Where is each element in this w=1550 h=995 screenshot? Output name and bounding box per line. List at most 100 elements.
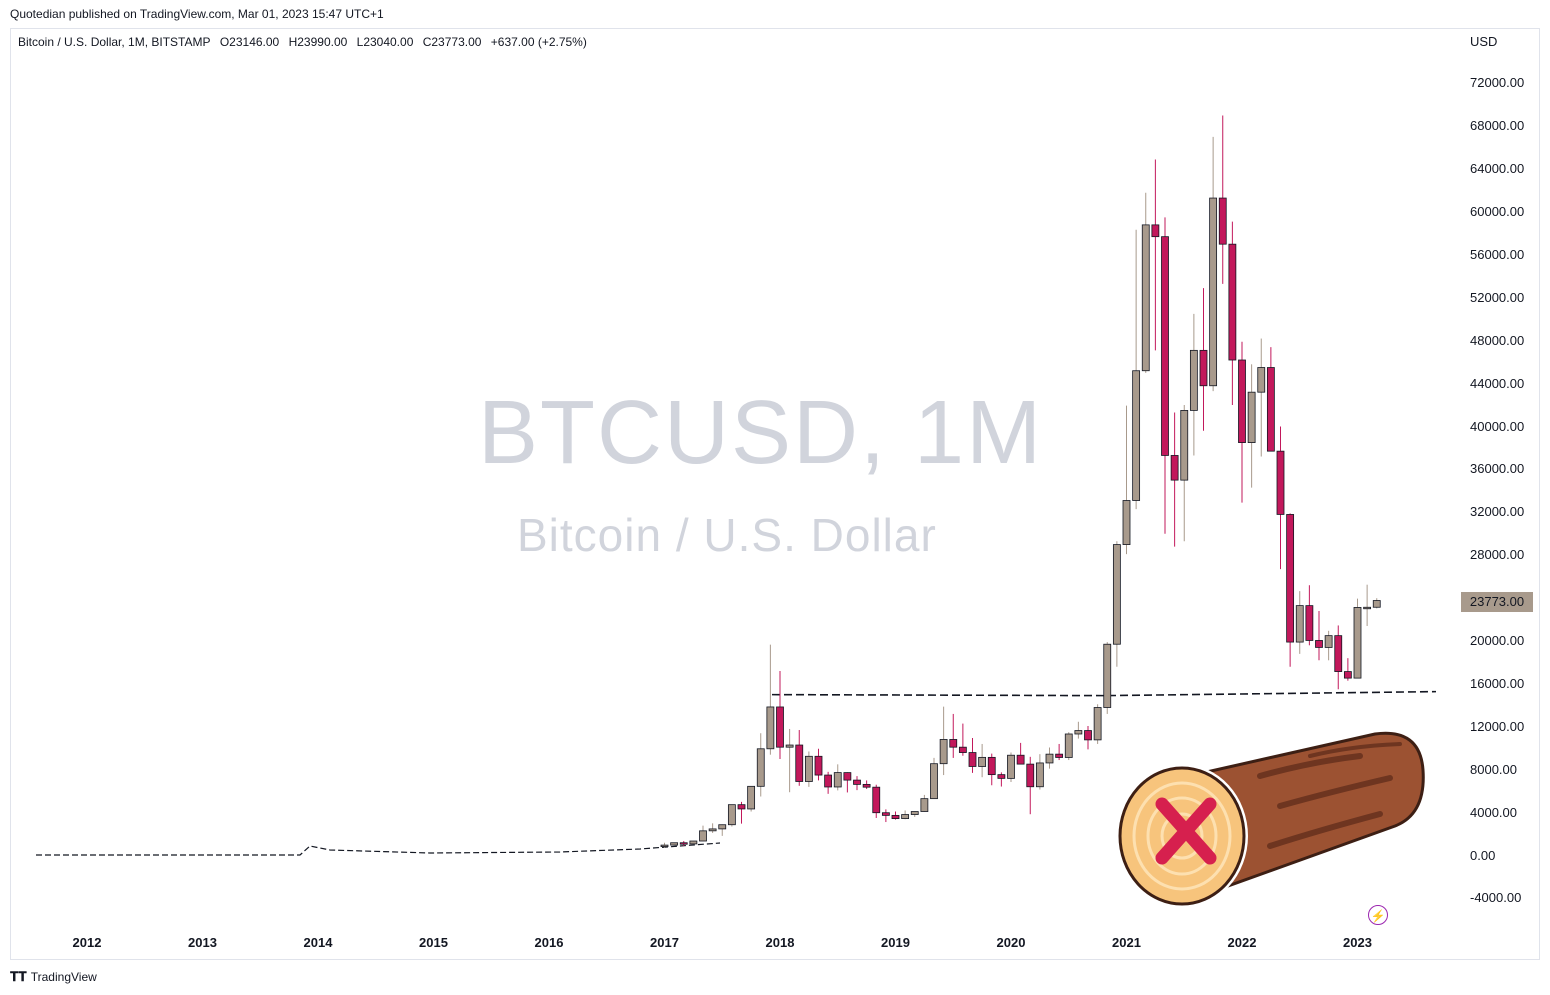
x-tick-label: 2015 (419, 935, 448, 950)
ohlc-low: L23040.00 (356, 35, 414, 49)
candle-body (1180, 410, 1189, 481)
publisher-line: Quotedian published on TradingView.com, … (10, 7, 384, 21)
candle-body (1247, 391, 1256, 443)
ohlc-open: O23146.00 (219, 35, 280, 49)
red-x-icon (1155, 797, 1217, 865)
candle-body (920, 798, 929, 812)
candle-body (833, 772, 842, 788)
candle-body (1334, 635, 1343, 672)
candle-body (747, 785, 756, 810)
candle-body (1276, 450, 1285, 515)
candle-body (1228, 243, 1237, 361)
y-tick-label: 12000.00 (1470, 718, 1525, 734)
candle-body (766, 706, 775, 750)
y-tick-label: 20000.00 (1470, 633, 1525, 648)
candle-body (1372, 600, 1381, 608)
candle-body (718, 824, 727, 830)
y-tick-label: 56000.00 (1470, 246, 1525, 262)
candle-body (939, 739, 948, 765)
candle-body (968, 752, 977, 767)
watermark-ticker: BTCUSD, 1M (478, 383, 1044, 483)
candle-body (997, 774, 1006, 779)
candle-body (1122, 500, 1131, 545)
candle-body (949, 739, 958, 748)
x-tick-label: 2014 (303, 935, 333, 950)
ohlc-close: C23773.00 (422, 35, 482, 49)
symbol-name[interactable]: Bitcoin / U.S. Dollar, 1M, BITSTAMP (18, 35, 211, 49)
candle-body (862, 783, 871, 788)
tradingview-logo-icon: 𝐓𝐓 (10, 969, 27, 984)
candle-body (1189, 349, 1198, 411)
y-tick-label: 72000.00 (1470, 75, 1525, 91)
candle-body (1151, 224, 1160, 238)
candle-body (1266, 367, 1275, 452)
candle-body (872, 786, 881, 814)
candle-body (978, 756, 987, 767)
symbol-info-bar: Bitcoin / U.S. Dollar, 1M, BITSTAMP O231… (18, 35, 593, 49)
candle-body (1324, 635, 1333, 648)
y-tick-label: 68000.00 (1470, 118, 1525, 134)
candle-body (1315, 640, 1323, 648)
candle-body (727, 804, 736, 826)
support-line (771, 690, 1437, 697)
candle-body (1093, 707, 1102, 741)
candle-body (1103, 643, 1112, 708)
candle-body (853, 779, 861, 785)
candle-body (1084, 730, 1092, 741)
y-tick-label: 16000.00 (1470, 675, 1525, 691)
candle-body (1007, 754, 1015, 779)
candle-body (901, 814, 910, 820)
candle-body (670, 842, 679, 846)
candle-body (1016, 754, 1025, 765)
candle-body (1363, 606, 1372, 610)
y-tick-label: -4000.00 (1470, 890, 1522, 906)
y-tick-label: 64000.00 (1470, 161, 1525, 177)
lightning-icon[interactable]: ⚡ (1368, 905, 1388, 925)
x-tick-label: 2017 (650, 935, 679, 950)
candle-body (1209, 197, 1218, 387)
candle-body (1064, 733, 1073, 758)
candle-body (785, 744, 794, 748)
candle-body (1045, 753, 1054, 764)
candle-body (843, 772, 852, 781)
last-price-tag: 23773.00 (1461, 592, 1533, 612)
candle-body (699, 830, 707, 842)
y-tick-label: 60000.00 (1470, 204, 1525, 219)
candle-body (708, 828, 717, 832)
log-body (1116, 726, 1440, 908)
chart-frame (10, 28, 1540, 960)
candle-body (1238, 359, 1246, 443)
candle-body (1055, 753, 1064, 758)
x-tick-label: 2013 (188, 935, 217, 950)
watermark-name: Bitcoin / U.S. Dollar (517, 509, 937, 561)
candle-body (776, 706, 784, 748)
candle-body (1074, 730, 1083, 735)
footer-brand[interactable]: 𝐓𝐓 TradingView (10, 969, 97, 985)
candle-body (1141, 224, 1150, 372)
candle-body (1305, 605, 1314, 641)
candle-body (1170, 455, 1179, 481)
x-tick-label: 2022 (1227, 935, 1257, 950)
ohlc-change: +637.00 (+2.75%) (490, 35, 587, 49)
x-tick-label: 2018 (765, 935, 795, 950)
footer-brand-label: TradingView (30, 970, 97, 984)
ohlc-high: H23990.00 (288, 35, 348, 49)
candle-body (804, 755, 813, 782)
y-tick-label: 8000.00 (1470, 761, 1517, 777)
candle-body (1286, 514, 1295, 643)
early-history-line (36, 842, 721, 856)
candle-body (795, 744, 804, 782)
candle-body (1218, 197, 1227, 245)
x-tick-label: 2016 (534, 935, 564, 950)
candle-body (987, 756, 996, 776)
y-tick-label: 40000.00 (1470, 418, 1525, 434)
y-tick-label: 52000.00 (1470, 289, 1525, 305)
candle-body (891, 814, 900, 820)
candle-body (958, 746, 967, 753)
candle-body (1343, 671, 1352, 679)
candle-body (1132, 370, 1141, 501)
candle-body (814, 755, 823, 776)
y-tick-label: 32000.00 (1470, 504, 1525, 520)
candle-body (1026, 763, 1035, 788)
